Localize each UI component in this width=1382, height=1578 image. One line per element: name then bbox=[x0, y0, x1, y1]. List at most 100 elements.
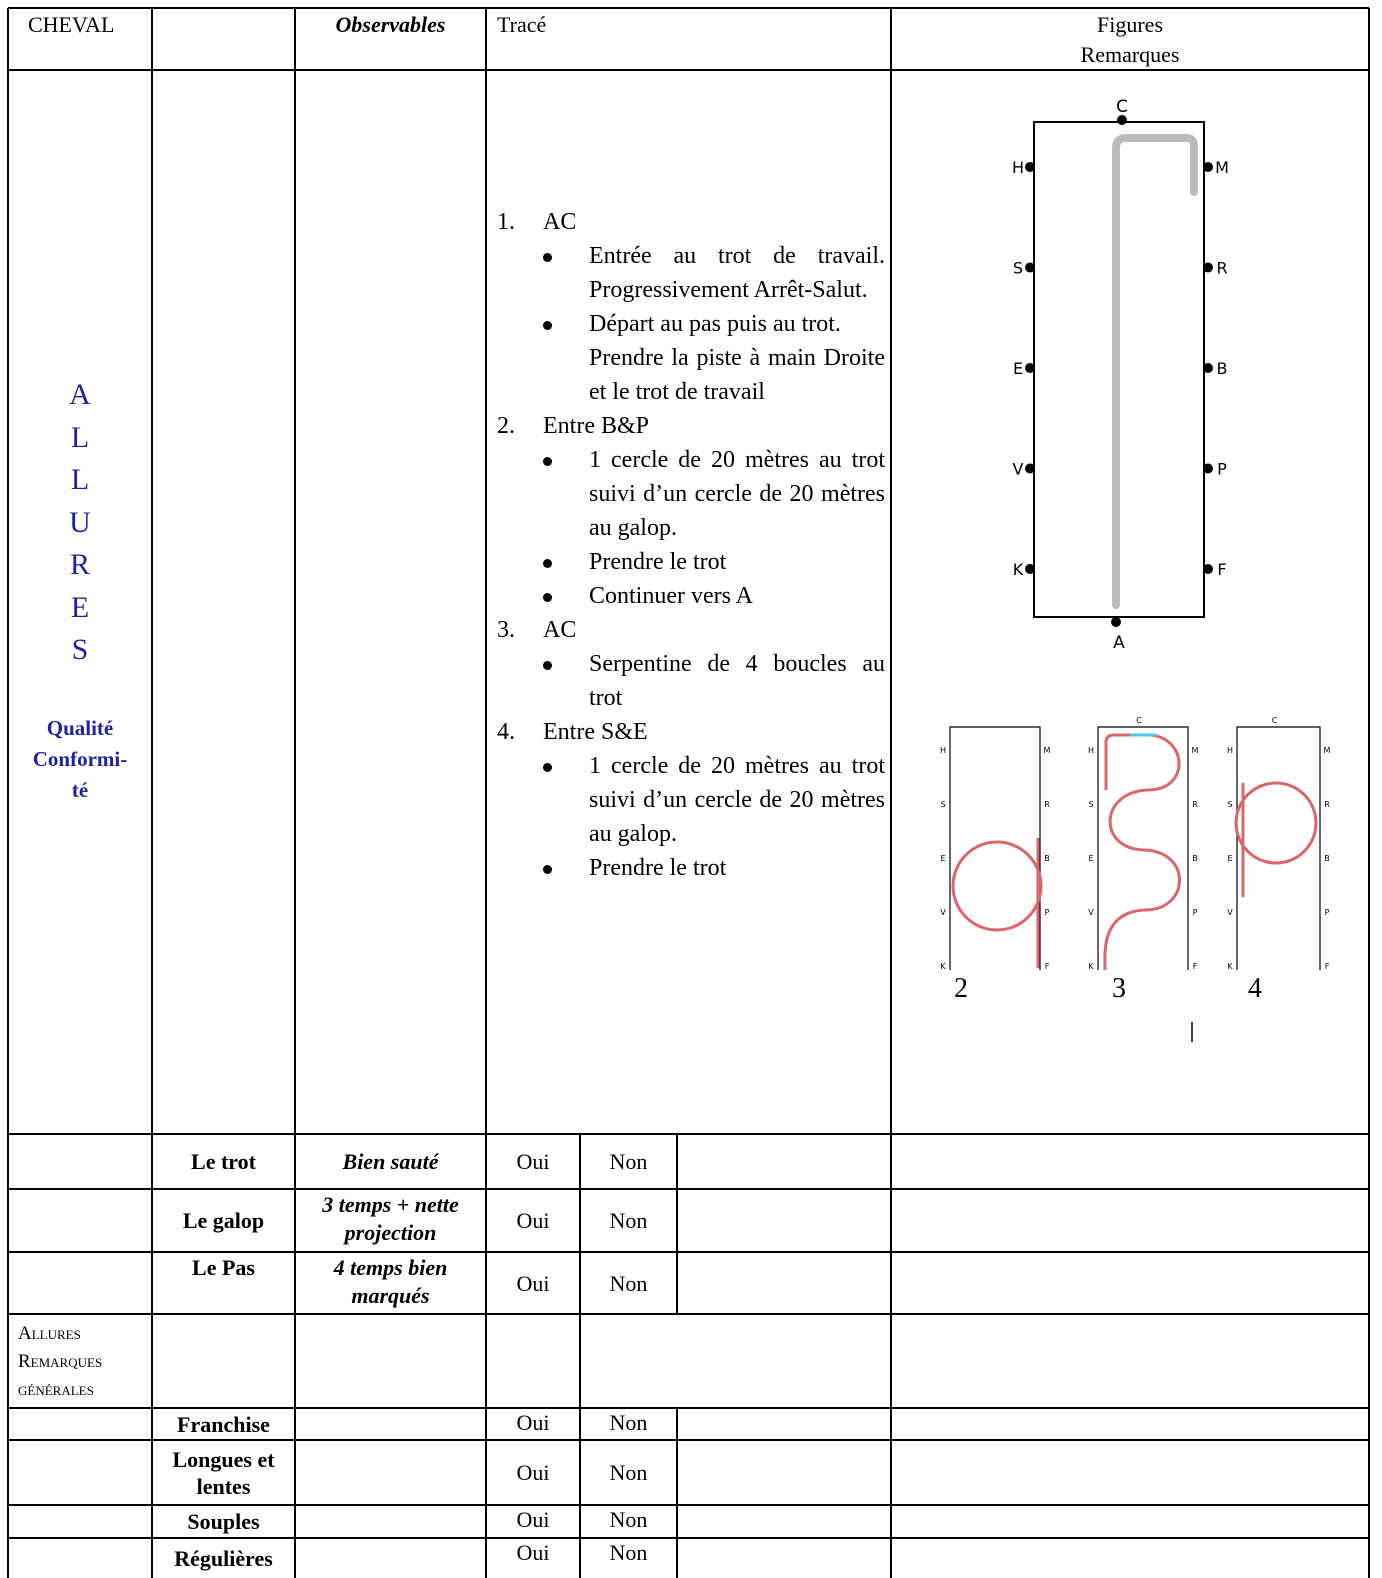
trace-line bbox=[1112, 134, 1198, 609]
bullet-text: Continuer vers A bbox=[589, 583, 753, 609]
bullet-dot bbox=[543, 763, 552, 772]
side-subtitle: Conformi- bbox=[32, 747, 128, 771]
no-option: Non bbox=[609, 1149, 648, 1174]
small-letter: V bbox=[1227, 908, 1233, 917]
observable: 4 temps bien marqués bbox=[333, 1255, 448, 1308]
small-letter: S bbox=[1088, 800, 1093, 809]
arena-dot bbox=[1203, 162, 1213, 172]
figure-number: 3 bbox=[1112, 973, 1126, 1004]
small-letter: K bbox=[940, 962, 946, 971]
arena-dot bbox=[1203, 363, 1213, 373]
bullet: Départ au pas puis au trot. Prendre la p… bbox=[497, 307, 885, 409]
bullet-dot bbox=[543, 593, 552, 602]
small-letter: F bbox=[1325, 962, 1330, 971]
figure-trace bbox=[951, 840, 1043, 932]
bullet-text: Serpentine de 4 boucles au trot bbox=[589, 651, 885, 711]
arena-letter: F bbox=[1217, 560, 1226, 579]
arena-dot bbox=[1025, 564, 1035, 574]
item-title: AC bbox=[543, 209, 577, 235]
side-letter: L bbox=[70, 420, 90, 454]
header-cell: Figures bbox=[1097, 12, 1163, 37]
small-letter: F bbox=[1045, 962, 1050, 971]
bullet: 1 cercle de 20 mètres au trot suivi d’un… bbox=[497, 443, 885, 545]
bullet: 1 cercle de 20 mètres au trot suivi d’un… bbox=[497, 749, 885, 851]
small-letter: E bbox=[940, 854, 945, 863]
instruction-item: 1. AC bbox=[497, 205, 885, 239]
no-option: Non bbox=[609, 1410, 648, 1435]
small-letter: B bbox=[1192, 854, 1198, 863]
arena-letter: C bbox=[1116, 97, 1128, 117]
arena-letter: K bbox=[1013, 560, 1024, 579]
yes-option: Oui bbox=[516, 1540, 550, 1565]
small-letter: M bbox=[1192, 746, 1199, 755]
side-letter: U bbox=[69, 505, 91, 539]
criterion: Souples bbox=[187, 1509, 260, 1534]
yes-option: Oui bbox=[516, 1460, 550, 1485]
bullet-dot bbox=[543, 865, 552, 874]
small-letter: S bbox=[940, 800, 945, 809]
small-letter: R bbox=[1044, 800, 1050, 809]
small-arena bbox=[949, 726, 1041, 970]
no-option: Non bbox=[609, 1460, 648, 1485]
item-number: 2. bbox=[497, 413, 515, 439]
instruction-item: 2. Entre B&P bbox=[497, 409, 885, 443]
item-title: AC bbox=[543, 617, 577, 643]
bullet-dot bbox=[543, 321, 552, 330]
item-number: 4. bbox=[497, 719, 515, 745]
bullet-text: 1 cercle de 20 mètres au trot suivi d’un… bbox=[589, 753, 885, 847]
arena-dot bbox=[1025, 463, 1035, 474]
arena-dot bbox=[1025, 363, 1035, 373]
small-letter: M bbox=[1044, 746, 1051, 755]
observable: 3 temps + nette projection bbox=[322, 1192, 459, 1245]
small-letter: B bbox=[1324, 854, 1330, 863]
criterion: Le Pas bbox=[192, 1255, 255, 1280]
small-letter: R bbox=[1192, 800, 1198, 809]
small-letter: P bbox=[1193, 908, 1198, 917]
yes-option: Oui bbox=[516, 1410, 550, 1435]
item-title: Entre B&P bbox=[543, 413, 649, 439]
arena-letter: H bbox=[1012, 158, 1024, 177]
arena-letter: R bbox=[1216, 259, 1227, 278]
small-letter: H bbox=[1227, 746, 1233, 755]
no-option: Non bbox=[609, 1208, 648, 1233]
section-label: Allures Remarques générales bbox=[18, 1323, 103, 1400]
item-number: 1. bbox=[497, 209, 515, 235]
arena-letter: P bbox=[1217, 460, 1227, 479]
bullet-text: Prendre le trot bbox=[589, 855, 727, 881]
side-letter: S bbox=[71, 633, 89, 666]
side-letter: L bbox=[70, 463, 90, 496]
instruction-item: 4. Entre S&E bbox=[497, 715, 885, 749]
side-letter: A bbox=[69, 378, 91, 411]
arena-letter: S bbox=[1013, 259, 1023, 278]
criterion: Le galop bbox=[182, 1208, 265, 1233]
figure-trace bbox=[1234, 781, 1318, 865]
item-number: 3. bbox=[497, 617, 515, 643]
small-letter: P bbox=[1045, 908, 1050, 917]
bullet-text: 1 cercle de 20 mètres au trot suivi d’un… bbox=[589, 447, 885, 541]
small-letter: S bbox=[1227, 800, 1232, 809]
side-subtitle: Qualité bbox=[46, 716, 114, 740]
figure-number: 4 bbox=[1248, 973, 1262, 1004]
small-letter: K bbox=[1227, 962, 1233, 971]
side-letter: R bbox=[69, 548, 90, 581]
arena-dot bbox=[1203, 564, 1213, 574]
side-subtitle: té bbox=[71, 778, 89, 802]
observable: Bien sauté bbox=[342, 1149, 439, 1174]
figure-number: 2 bbox=[954, 973, 968, 1004]
bullet: Entrée au trot de travail. Progressiveme… bbox=[497, 239, 885, 307]
instruction-item: 3. AC bbox=[497, 613, 885, 647]
arena-letter: M bbox=[1215, 158, 1229, 177]
small-letter: K bbox=[1088, 962, 1094, 971]
arena-dot bbox=[1111, 617, 1121, 627]
small-letter: P bbox=[1325, 908, 1330, 917]
header-cell: Tracé bbox=[497, 12, 547, 37]
small-letter: M bbox=[1324, 746, 1331, 755]
bullet: Prendre le trot bbox=[497, 851, 885, 885]
arena-letter: A bbox=[1113, 633, 1125, 653]
small-letter: H bbox=[1088, 746, 1094, 755]
yes-option: Oui bbox=[516, 1507, 550, 1532]
item-title: Entre S&E bbox=[543, 719, 648, 745]
bullet: Serpentine de 4 boucles au trot bbox=[497, 647, 885, 715]
small-arena bbox=[1097, 726, 1189, 970]
